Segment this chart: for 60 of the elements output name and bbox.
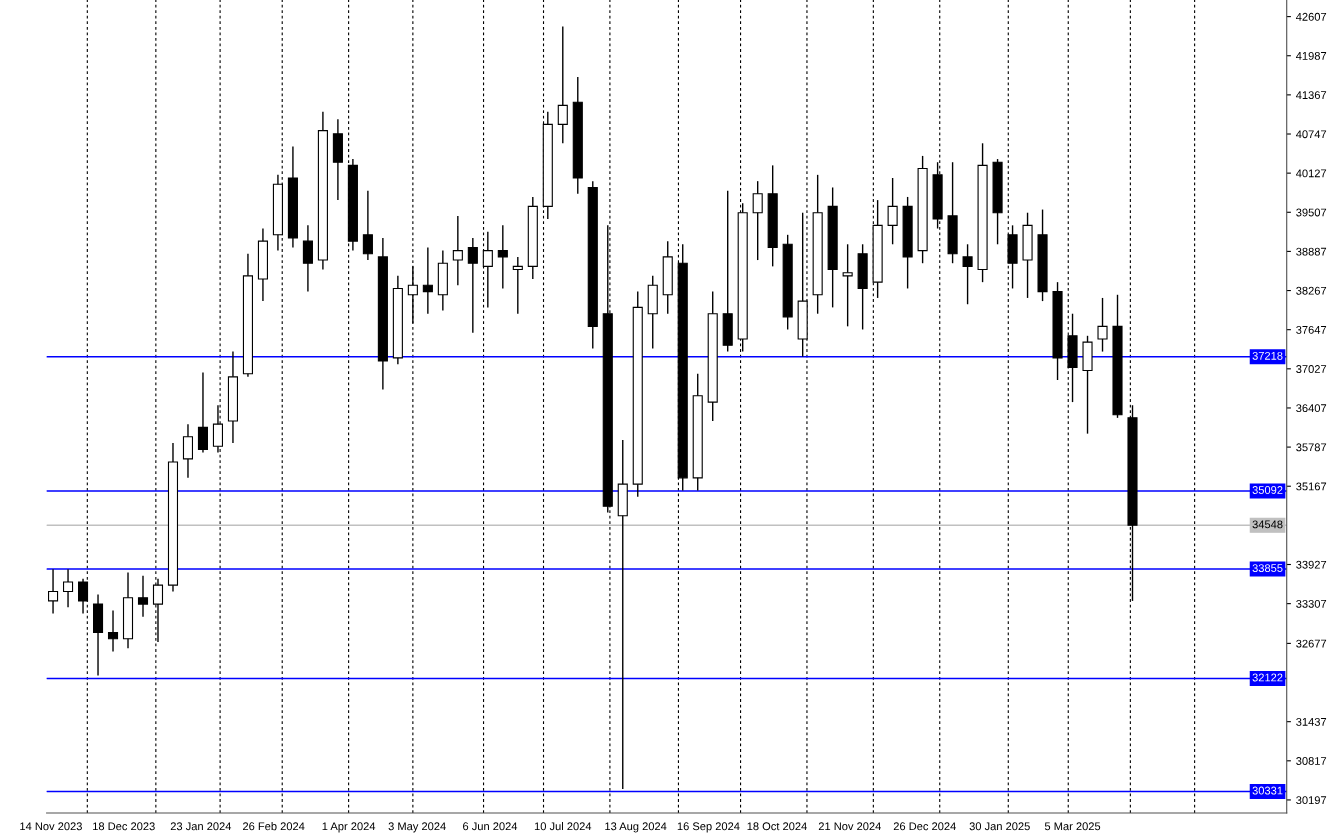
y-tick-label: 33927: [1296, 560, 1327, 569]
y-tick-label: 35167: [1296, 482, 1327, 491]
ref-line-label: 37218: [1252, 351, 1283, 360]
candlestick: [422, 246, 433, 315]
candlestick: [962, 243, 973, 305]
x-tick-label: 30 Jan 2025: [969, 822, 1030, 831]
x-tick-label: 3 May 2024: [388, 822, 446, 833]
x-tick-label: 1 Apr 2024: [322, 822, 376, 833]
candlestick: [452, 215, 463, 287]
candlestick: [362, 189, 373, 261]
x-tick-label: 26 Feb 2024: [243, 822, 305, 831]
y-tick-label: 30817: [1296, 757, 1327, 765]
candlestick: [182, 423, 194, 479]
candlestick: [467, 237, 478, 334]
y-tick-label: 42607: [1295, 12, 1327, 21]
candlestick: [887, 177, 898, 245]
candlestick: [752, 180, 763, 261]
x-tick-label: 5 Mar 2025: [1044, 822, 1101, 831]
candlestick: [1097, 297, 1108, 353]
ref-line-label: 30331: [1252, 786, 1283, 795]
y-tick-label: 36407: [1296, 404, 1327, 413]
x-tick-label: 16 Sep 2024: [677, 822, 740, 833]
candlestick: [497, 224, 508, 290]
candlestick: [62, 568, 74, 608]
candlestick: [137, 574, 149, 618]
x-tick-label: 26 Dec 2024: [893, 822, 956, 831]
y-tick-label: 38887: [1296, 247, 1327, 256]
candlestick: [842, 243, 853, 328]
x-tick-label: 21 Nov 2024: [818, 822, 881, 831]
x-tick-label: 13 Aug 2024: [605, 822, 667, 833]
y-tick-label: 33307: [1296, 599, 1327, 608]
candlestick: [197, 371, 209, 454]
y-tick-label: 38267: [1296, 286, 1327, 295]
ref-line-label: 34548: [1252, 520, 1283, 529]
x-tick-label: 18 Oct 2024: [747, 822, 807, 831]
y-tick-label: 30197: [1296, 796, 1327, 805]
y-tick-label: 31437: [1296, 717, 1327, 726]
candlestick: [47, 568, 59, 615]
y-tick-label: 40127: [1295, 169, 1327, 178]
y-tick-label: 41987: [1295, 52, 1327, 60]
x-tick-label: 18 Dec 2023: [93, 822, 155, 831]
candlestick: [557, 25, 568, 144]
y-tick-label: 40747: [1295, 130, 1327, 139]
x-tick-label: 10 Jul 2024: [534, 822, 592, 831]
y-tick-label: 41367: [1295, 91, 1327, 100]
y-tick-label: 37647: [1296, 325, 1327, 334]
ref-line-label: 35092: [1252, 486, 1283, 494]
y-tick-label: 35787: [1296, 443, 1327, 452]
candlestick: [107, 609, 119, 653]
y-tick-label: 37027: [1296, 365, 1327, 373]
candlestick: [617, 439, 628, 790]
candlestick: [302, 224, 313, 293]
ref-line-label: 33855: [1252, 564, 1283, 573]
candlestick: [512, 256, 523, 315]
y-tick-label: 32677: [1296, 639, 1327, 648]
x-tick-label: 6 Jun 2024: [463, 822, 518, 831]
y-tick-label: 39507: [1296, 208, 1327, 217]
ref-line-label: 32122: [1252, 673, 1283, 682]
x-tick-label: 14 Nov 2023: [20, 822, 82, 831]
x-tick-label: 23 Jan 2024: [170, 822, 232, 831]
